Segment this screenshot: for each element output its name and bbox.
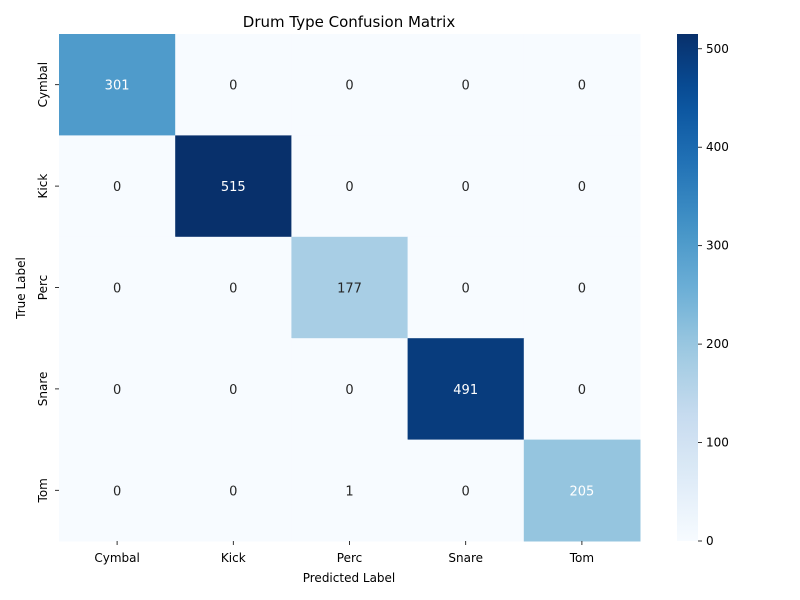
x-tick-label: Kick (221, 551, 246, 565)
cell-value-label: 0 (229, 383, 237, 398)
heatmap-cell (291, 338, 409, 441)
cell-value-label: 0 (345, 79, 353, 94)
colorbar: 0 100 200 300 400 500 (677, 34, 729, 548)
cell-value-label: 0 (578, 282, 586, 297)
x-tick-label: Tom (569, 551, 594, 565)
cell-value-label: 0 (113, 484, 121, 499)
cell-value-label: 301 (105, 79, 130, 94)
heatmap-cell (407, 439, 525, 542)
colorbar-tick-label: 400 (706, 140, 729, 154)
y-tick-label: Cymbal (36, 62, 50, 107)
heatmap-cell (523, 439, 641, 542)
cell-value-label: 0 (345, 180, 353, 195)
heatmap-cell (59, 236, 176, 339)
heatmap-cell (523, 236, 641, 339)
x-tick-label: Cymbal (94, 551, 139, 565)
heatmap-cell (175, 338, 292, 441)
heatmap-cell (291, 34, 409, 136)
y-tick-label: Perc (36, 275, 50, 300)
y-tick-label: Snare (36, 372, 50, 407)
cell-value-label: 0 (113, 282, 121, 297)
y-tick-label: Tom (36, 478, 50, 503)
heatmap-cell (523, 338, 641, 441)
cell-value-label: 0 (462, 79, 470, 94)
colorbar-ticks: 0 100 200 300 400 500 (698, 42, 729, 548)
cell-value-label: 0 (462, 180, 470, 195)
x-axis-ticks: Cymbal Kick Perc Snare Tom (94, 541, 594, 565)
heatmap-cell (175, 439, 292, 542)
heatmap-cell (59, 338, 176, 441)
heatmap-cell (175, 236, 292, 339)
heatmap-cell-labels: 301 0 0 0 0 0 515 0 0 0 0 0 177 0 0 0 0 0 491 0 0 0 1 0 205 (105, 79, 595, 500)
heatmap-cell (59, 34, 176, 136)
x-axis-label: Predicted Label (303, 571, 396, 585)
cell-value-label: 205 (569, 484, 594, 499)
cell-value-label: 0 (113, 383, 121, 398)
heatmap-cell (407, 338, 525, 441)
y-tick-label: Kick (36, 174, 50, 199)
heatmap-cell (407, 34, 525, 136)
heatmap-cell (407, 135, 525, 238)
colorbar-tick-label: 200 (706, 337, 729, 351)
cell-value-label: 491 (453, 383, 478, 398)
heatmap-cell (175, 34, 292, 136)
cell-value-label: 0 (113, 180, 121, 195)
heatmap-cell (523, 34, 641, 136)
cell-value-label: 0 (229, 282, 237, 297)
cell-value-label: 0 (578, 383, 586, 398)
cell-value-label: 0 (229, 484, 237, 499)
cell-value-label: 0 (462, 282, 470, 297)
heatmap-cell (523, 135, 641, 238)
colorbar-tick-label: 300 (706, 239, 729, 253)
colorbar-tick-label: 500 (706, 42, 729, 56)
heatmap-cell (291, 135, 409, 238)
heatmap-cells (59, 34, 641, 542)
colorbar-gradient (677, 34, 698, 541)
cell-value-label: 0 (345, 383, 353, 398)
heatmap-cell (59, 439, 176, 542)
heatmap-cell (407, 236, 525, 339)
cell-value-label: 1 (345, 484, 353, 499)
chart-title: Drum Type Confusion Matrix (243, 13, 456, 31)
cell-value-label: 0 (229, 79, 237, 94)
cell-value-label: 177 (337, 282, 362, 297)
heatmap-cell (291, 236, 409, 339)
cell-value-label: 0 (578, 79, 586, 94)
colorbar-tick-label: 0 (706, 534, 714, 548)
y-axis-ticks: Cymbal Kick Perc Snare Tom (36, 62, 59, 503)
heatmap-cell (175, 135, 292, 238)
x-tick-label: Perc (337, 551, 362, 565)
y-axis-label: True Label (14, 257, 28, 320)
cell-value-label: 515 (221, 180, 246, 195)
heatmap-cell (291, 439, 409, 542)
cell-value-label: 0 (462, 484, 470, 499)
cell-value-label: 0 (578, 180, 586, 195)
heatmap-cell (59, 135, 176, 238)
x-tick-label: Snare (448, 551, 483, 565)
colorbar-tick-label: 100 (706, 436, 729, 450)
